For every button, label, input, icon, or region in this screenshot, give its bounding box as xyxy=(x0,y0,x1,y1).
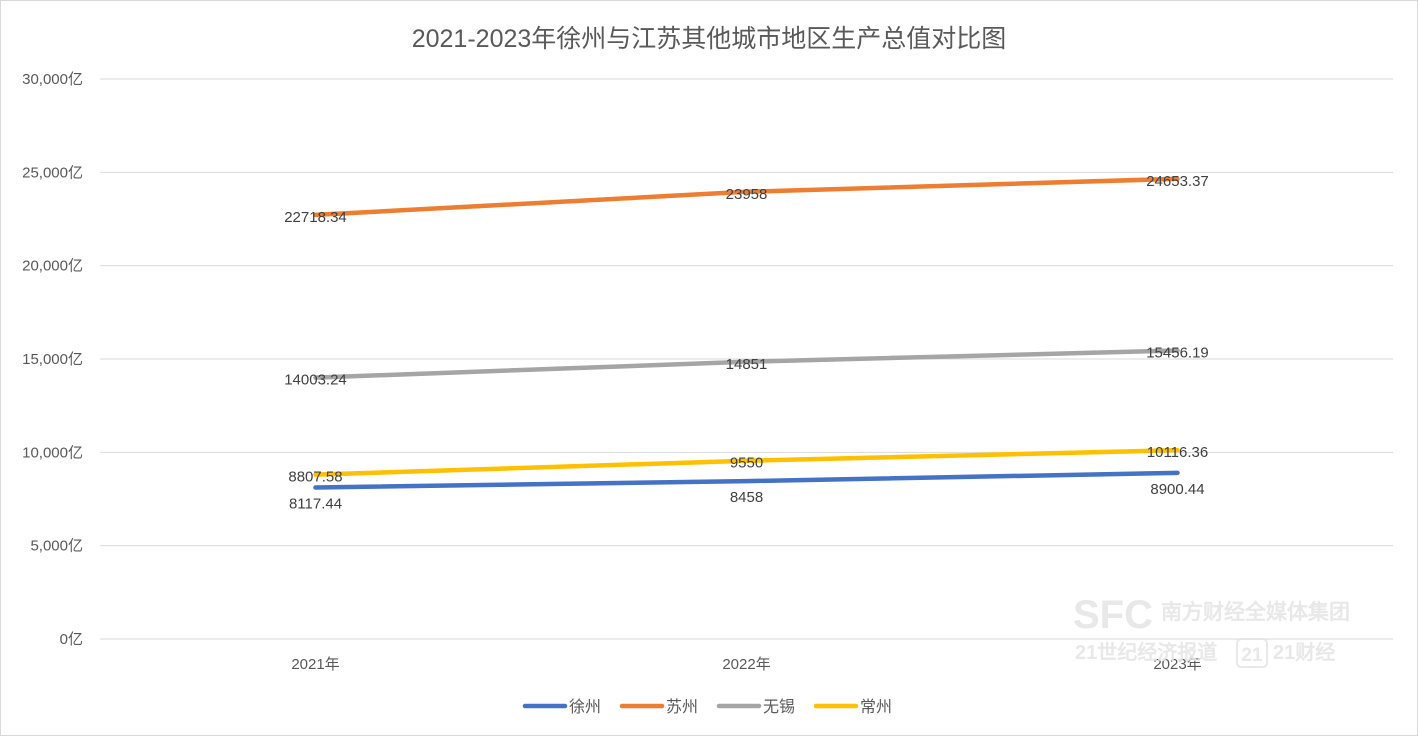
data-label: 8117.44 xyxy=(289,495,342,512)
x-tick-label: 2022年 xyxy=(722,656,770,673)
legend-label: 苏州 xyxy=(666,698,698,716)
legend-label: 常州 xyxy=(860,698,892,716)
series-layer xyxy=(313,176,1180,490)
data-label: 10116.36 xyxy=(1147,444,1208,461)
y-tick-label: 5,000亿 xyxy=(30,538,83,555)
series-line xyxy=(313,348,1180,380)
watermark-line2b: 21财经 xyxy=(1273,640,1335,664)
data-label: 14003.24 xyxy=(284,372,347,389)
x-tick-label: 2021年 xyxy=(291,656,339,673)
data-label: 14851 xyxy=(726,356,768,373)
watermark-badge: 21 xyxy=(1241,645,1263,666)
y-tick-label: 20,000亿 xyxy=(22,258,83,275)
data-label: 24653.37 xyxy=(1146,173,1209,190)
y-tick-label: 10,000亿 xyxy=(22,444,83,461)
y-axis: 0亿 5,000亿 10,000亿 15,000亿 20,000亿 25,000亿 30,0… xyxy=(22,71,83,648)
watermark-line2a: 21世纪经济报道 xyxy=(1075,640,1217,664)
x-tick-label: 2023年 xyxy=(1153,656,1201,673)
legend-label: 无锡 xyxy=(763,698,795,716)
data-labels: 8117.44 8458 8900.44 22718.34 23958 24653.37 1… xyxy=(284,173,1209,513)
y-tick-label: 25,000亿 xyxy=(22,164,83,181)
legend-label: 徐州 xyxy=(569,698,601,716)
series-line xyxy=(313,176,1180,218)
series-line xyxy=(313,447,1180,477)
data-label: 8807.58 xyxy=(288,469,342,486)
chart-title: 2021-2023年徐州与江苏其他城市地区生产总值对比图 xyxy=(412,25,1007,53)
watermark-badge-frame xyxy=(1236,638,1268,668)
data-label: 9550 xyxy=(730,455,763,472)
legend: 徐州 苏州 无锡 常州 xyxy=(522,698,892,716)
series-line xyxy=(313,470,1180,490)
y-tick-label: 0亿 xyxy=(60,631,83,648)
watermark-line1: 南方财经全媒体集团 xyxy=(1161,600,1350,624)
watermark-logo: SFC xyxy=(1073,593,1153,637)
data-label: 23958 xyxy=(726,186,768,203)
data-label: 8900.44 xyxy=(1150,481,1204,498)
data-label: 8458 xyxy=(730,489,763,506)
data-label: 15456.19 xyxy=(1146,344,1209,361)
grid-layer xyxy=(100,78,1393,640)
y-tick-label: 15,000亿 xyxy=(22,351,83,368)
x-axis: 2021年 2022年 2023年 xyxy=(291,656,1201,673)
y-tick-label: 30,000亿 xyxy=(22,71,83,88)
data-label: 22718.34 xyxy=(284,209,347,226)
watermark: SFC 南方财经全媒体集团 21世纪经济报道 21 21财经 xyxy=(1073,593,1350,668)
